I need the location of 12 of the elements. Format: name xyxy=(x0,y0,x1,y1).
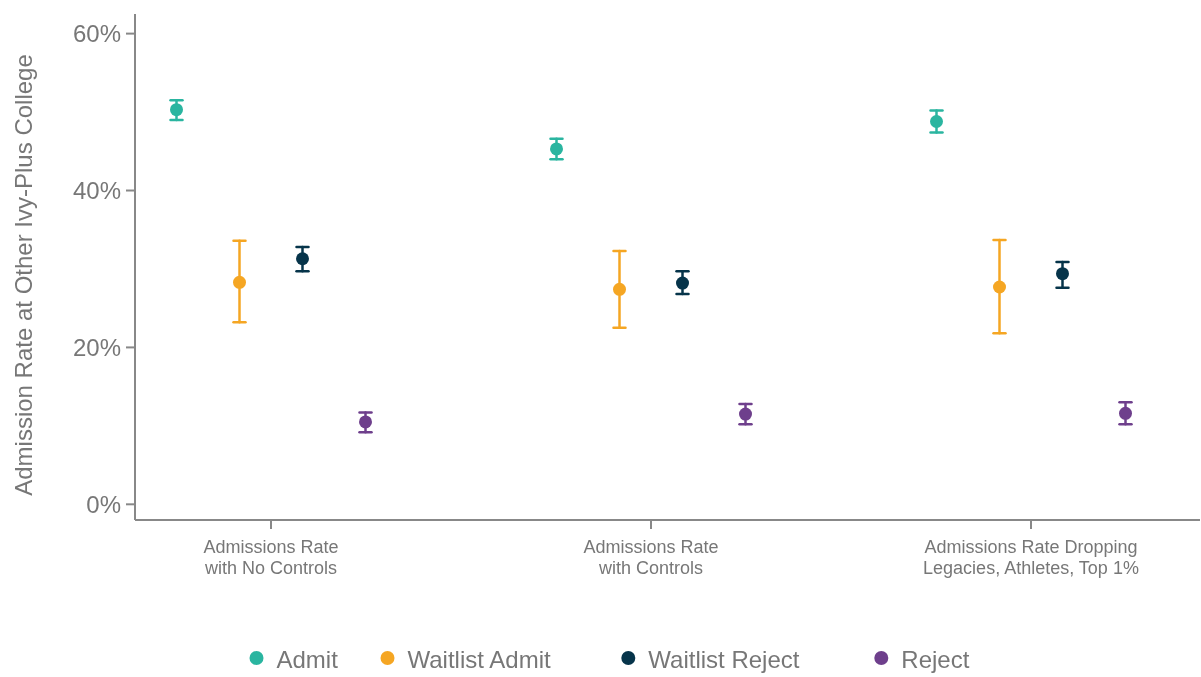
legend-label: Waitlist Admit xyxy=(407,646,551,674)
x-tick-label: Admissions Rate with No Controls xyxy=(203,537,339,578)
x-tick-label: Admissions Rate with Controls xyxy=(583,537,719,578)
y-tick-label: 40% xyxy=(72,176,121,204)
y-axis-title: Admission Rate at Other Ivy-Plus College xyxy=(10,54,37,496)
y-tick-label: 20% xyxy=(72,333,121,361)
x-tick-label: Admissions Rate Dropping Legacies, Athletes, Top 1% xyxy=(923,537,1139,578)
legend-label: Waitlist Reject xyxy=(648,646,800,674)
y-tick-label: 0% xyxy=(86,490,121,518)
y-tick-label: 60% xyxy=(72,20,121,48)
legend-label: Admit xyxy=(276,646,339,674)
legend-label: Reject xyxy=(901,646,970,674)
